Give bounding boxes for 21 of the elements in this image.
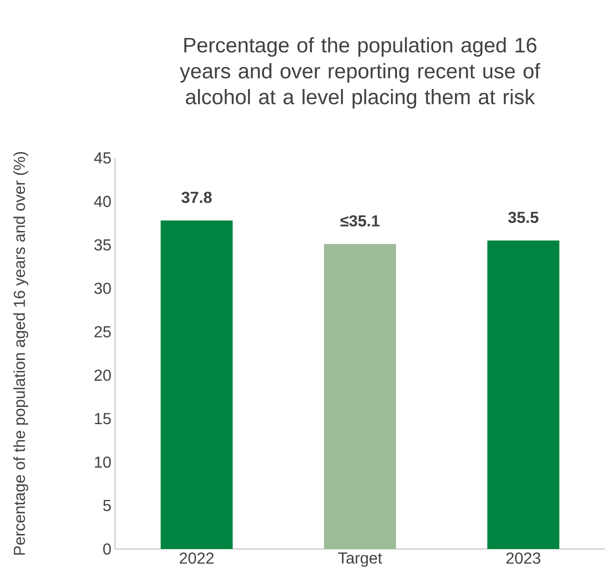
y-tick-label: 25 [94,326,111,338]
y-tick-label: 40 [94,196,111,208]
y-tick-label: 20 [94,370,111,381]
y-tick-label: 30 [94,282,111,294]
data-label: 37.8 [182,192,212,204]
y-tick-label: 0 [103,543,111,555]
x-tick-label: 2023 [506,552,540,564]
y-tick-label: 15 [94,413,111,424]
y-tick-label: 35 [94,239,111,251]
chart-title: Percentage of the population aged 16 years and over reporting recent use of alcohol at a level placing them at risk [180,37,540,108]
x-tick-label: 2022 [180,552,214,564]
y-tick-label: 45 [94,152,111,164]
bar [487,240,560,549]
bar [324,244,396,549]
y-tick-label: 10 [94,456,111,468]
x-tick-label: Target [338,552,382,567]
y-axis-title: Percentage of the population aged 16 years and over (%) [13,152,28,555]
data-label: 35.5 [508,212,538,224]
data-label: ≤35.1 [340,215,380,226]
bar [160,220,233,549]
y-tick-label: 5 [103,500,111,512]
